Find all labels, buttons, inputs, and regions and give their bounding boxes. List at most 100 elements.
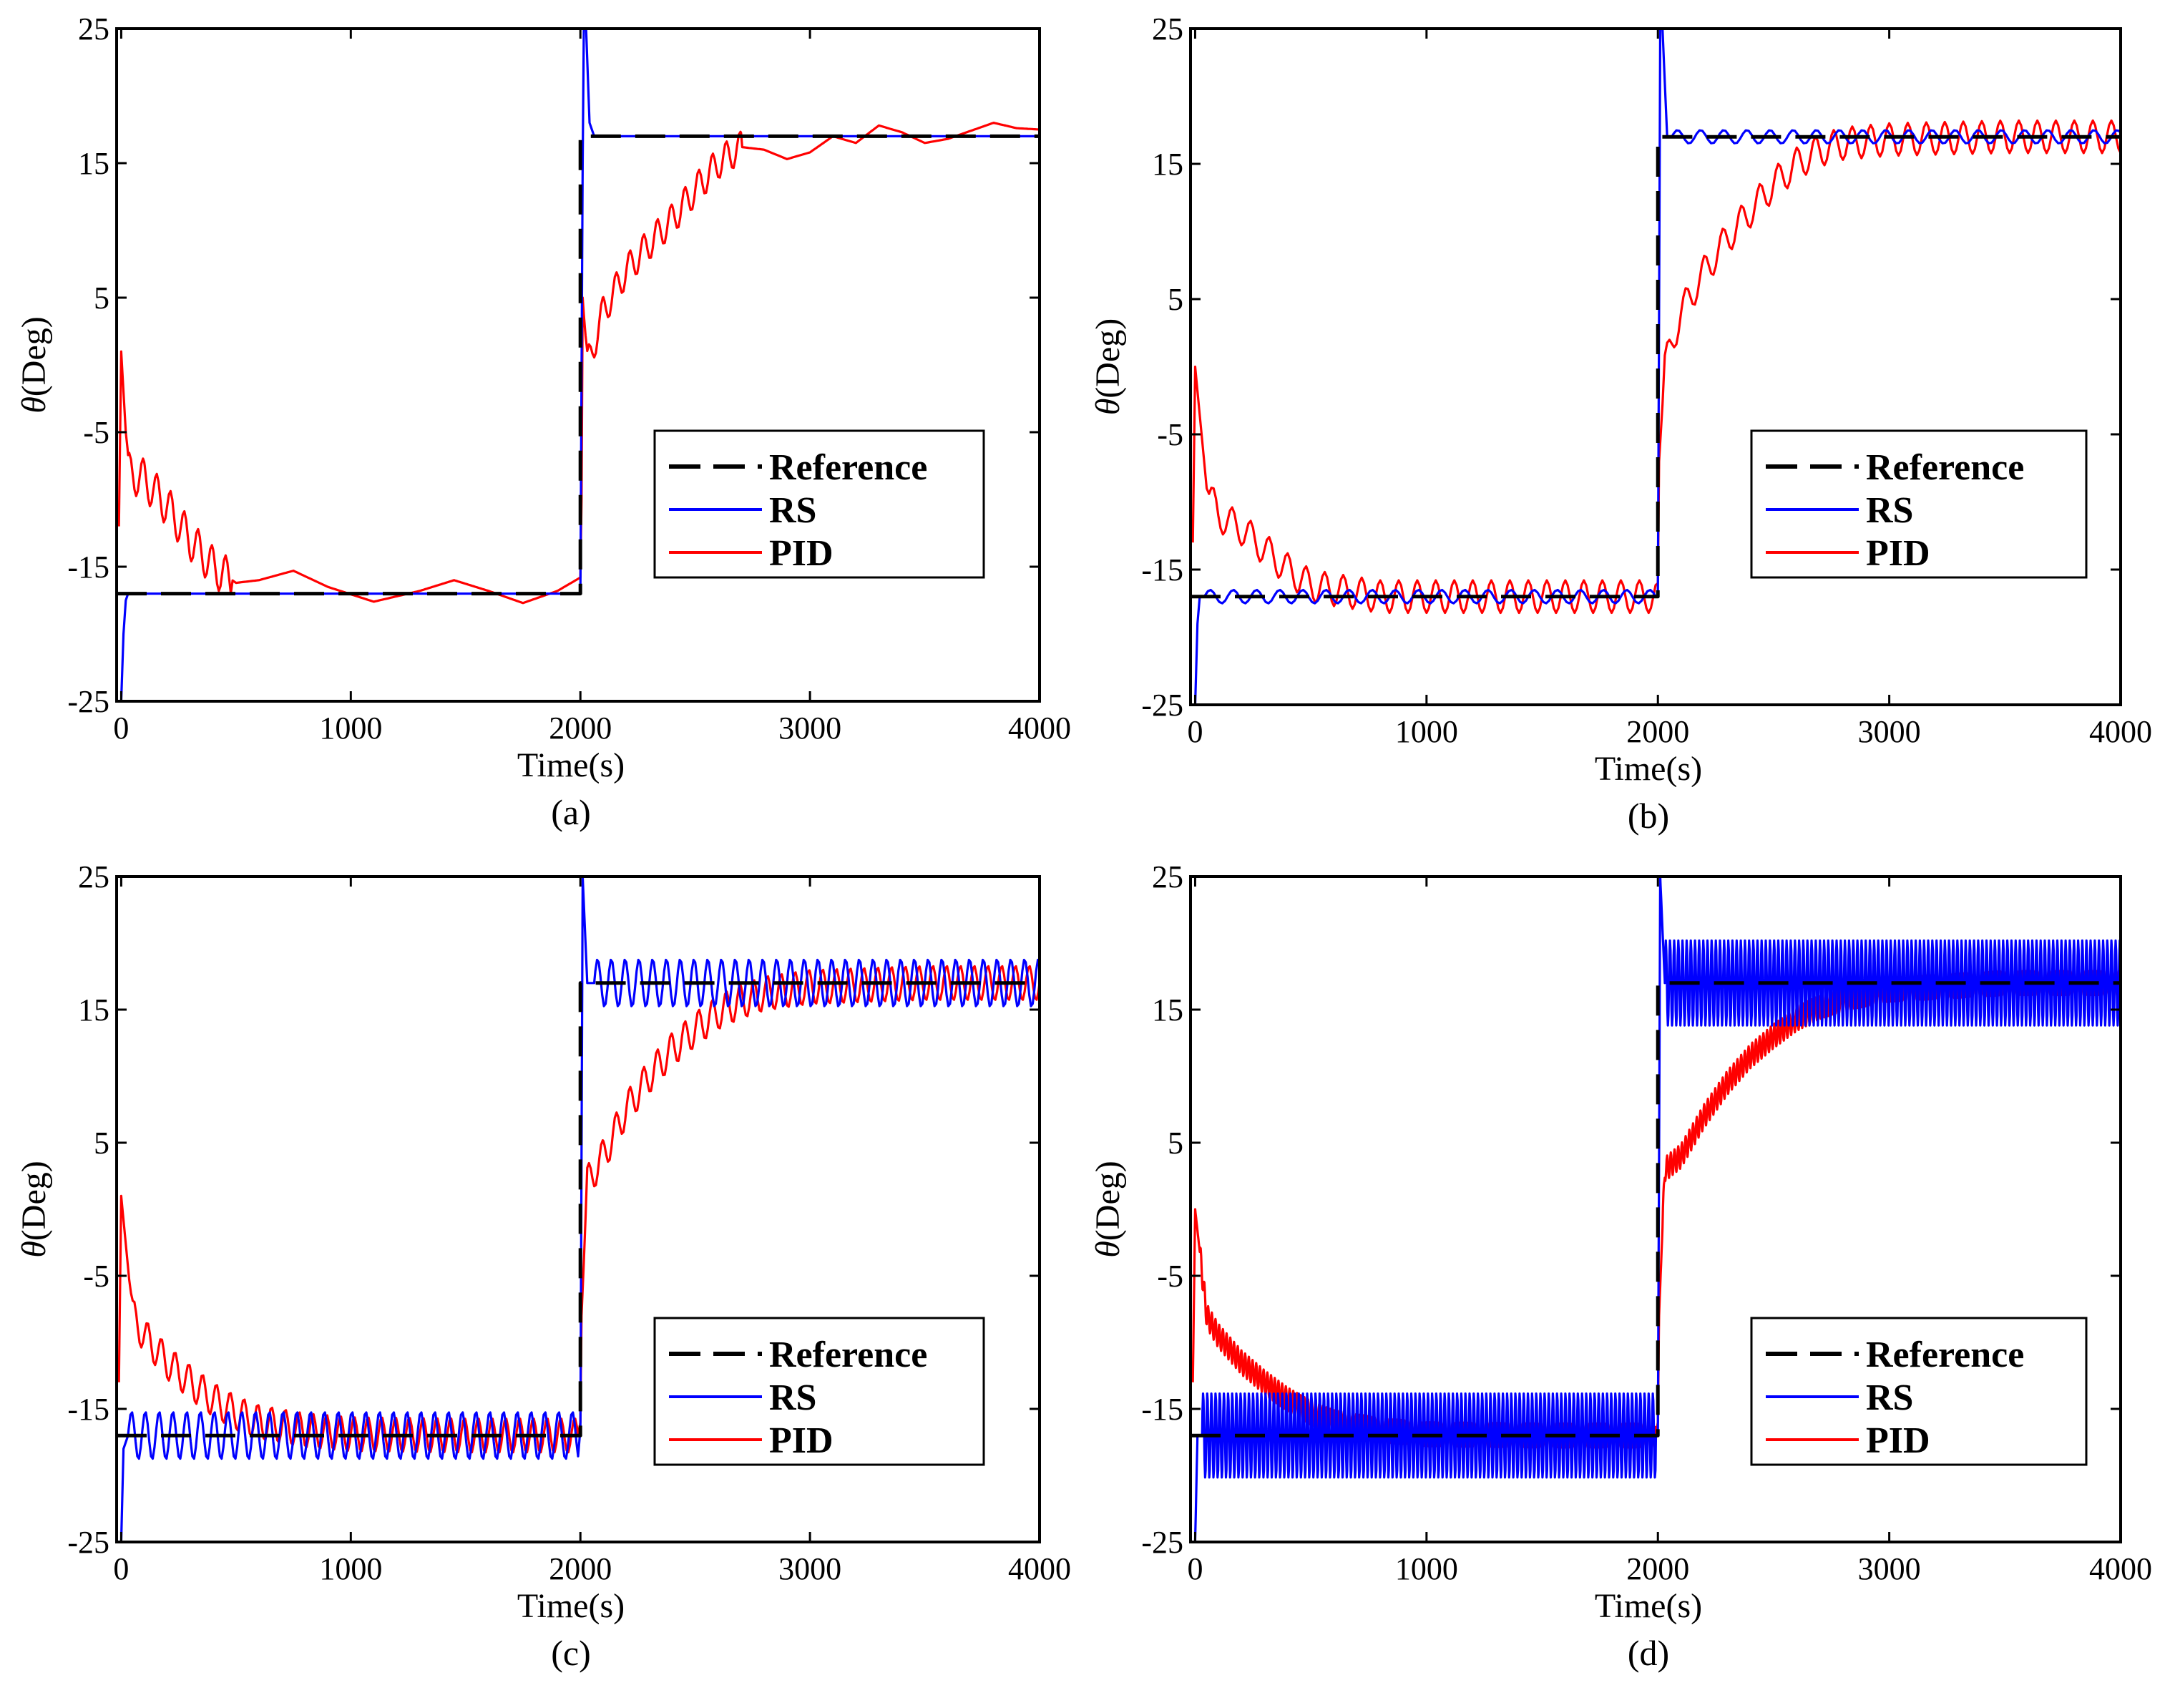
series-group — [1191, 877, 2121, 1542]
y-axis-symbol: θ — [1089, 1241, 1127, 1258]
x-tick-label: 4000 — [1008, 1551, 1071, 1586]
series-line-reference — [1191, 135, 2121, 599]
y-axis-unit: (Deg) — [1089, 1161, 1127, 1241]
x-tick-label: 0 — [113, 1551, 129, 1586]
y-tick-label: -15 — [67, 550, 109, 585]
axes-box — [1189, 875, 2122, 1543]
y-tick-label: 25 — [78, 859, 109, 894]
series-line-reference — [117, 981, 1040, 1438]
y-tick-label: -15 — [1141, 1392, 1183, 1427]
series-group — [117, 29, 1040, 701]
legend-label-pid: PID — [769, 1420, 834, 1461]
y-axis-title: θ(Deg) — [15, 316, 53, 414]
y-axis-unit: (Deg) — [15, 316, 53, 396]
y-axis-unit: (Deg) — [1089, 318, 1127, 399]
y-axis-unit: (Deg) — [15, 1161, 53, 1241]
x-tick-label: 4000 — [1008, 711, 1071, 746]
legend-label-reference: Reference — [769, 447, 927, 488]
y-axis-symbol: θ — [1089, 399, 1127, 416]
x-axis-title: Time(s) — [1595, 1587, 1702, 1625]
series-line-rs — [117, 29, 1040, 701]
legend-label-reference: Reference — [1866, 1334, 2024, 1375]
x-tick-label: 2000 — [1626, 1551, 1689, 1586]
panel-caption: (c) — [551, 1633, 591, 1673]
x-tick-label: 3000 — [778, 711, 841, 746]
legend-label-rs: RS — [769, 1377, 816, 1418]
chart-panel-d: 0 1000 2000 3000 4000 25 15 5 -5 -15 -25 Time(s) θ(D… — [1089, 859, 2152, 1673]
x-tick-label: 1000 — [319, 711, 382, 746]
y-tick-label: 5 — [94, 280, 109, 316]
panel-caption: (d) — [1628, 1633, 1669, 1673]
x-tick-label: 2000 — [549, 1551, 612, 1586]
y-tick-label: 15 — [1152, 147, 1183, 182]
axes-box — [115, 875, 1041, 1543]
y-tick-label: -25 — [67, 684, 109, 719]
y-tick-label: -25 — [67, 1525, 109, 1560]
series-line-reference — [1191, 981, 2121, 1438]
y-tick-label: -5 — [83, 415, 109, 450]
y-tick-label: 25 — [78, 11, 109, 47]
y-axis-symbol: θ — [15, 396, 53, 414]
series-line-rs — [1191, 877, 2121, 1542]
x-tick-label: 4000 — [2089, 714, 2152, 749]
chart-panel-b: 0 1000 2000 3000 4000 25 15 5 -5 -15 -25 Time(s) θ(D… — [1089, 11, 2152, 836]
series-group — [1191, 29, 2121, 705]
y-tick-label: 25 — [1152, 11, 1183, 47]
y-tick-label: 5 — [94, 1126, 109, 1161]
y-axis-title: θ(Deg) — [15, 1161, 53, 1258]
y-tick-label: -5 — [1157, 417, 1183, 452]
legend-label-pid: PID — [1866, 1420, 1930, 1461]
series-line-reference — [117, 134, 1040, 596]
y-tick-label: 15 — [1152, 992, 1183, 1028]
legend-label-rs: RS — [1866, 1377, 1913, 1418]
series-line-rs — [117, 877, 1040, 1542]
x-tick-label: 1000 — [1395, 714, 1458, 749]
y-axis-title: θ(Deg) — [1089, 318, 1127, 416]
axes-box — [115, 27, 1041, 703]
chart-panel-a: 0 1000 2000 3000 4000 25 15 5 -5 -15 -25 Time(s) θ(D… — [15, 11, 1071, 832]
x-tick-label: 0 — [1187, 1551, 1203, 1586]
y-axis-title: θ(Deg) — [1089, 1161, 1127, 1258]
x-tick-label: 1000 — [319, 1551, 382, 1586]
series-group — [117, 877, 1040, 1542]
legend-label-pid: PID — [1866, 533, 1930, 574]
y-tick-label: -15 — [67, 1392, 109, 1427]
x-axis-title: Time(s) — [1595, 750, 1702, 788]
x-axis-title: Time(s) — [517, 1587, 625, 1625]
y-tick-label: -25 — [1141, 1525, 1183, 1560]
y-tick-label: 25 — [1152, 859, 1183, 894]
x-tick-label: 3000 — [778, 1551, 841, 1586]
legend-label-rs: RS — [769, 490, 816, 531]
x-tick-label: 2000 — [549, 711, 612, 746]
y-tick-label: 5 — [1168, 1126, 1183, 1161]
plot-area — [117, 29, 1040, 701]
x-tick-label: 3000 — [1858, 714, 1921, 749]
y-tick-label: -15 — [1141, 552, 1183, 587]
y-tick-label: -25 — [1141, 688, 1183, 723]
axes-box — [1189, 27, 2122, 706]
x-tick-label: 0 — [1187, 714, 1203, 749]
y-tick-label: 15 — [78, 992, 109, 1028]
x-tick-label: 3000 — [1858, 1551, 1921, 1586]
legend-label-rs: RS — [1866, 490, 1913, 531]
y-tick-label: 15 — [78, 146, 109, 181]
y-tick-label: -5 — [1157, 1259, 1183, 1294]
legend-label-reference: Reference — [1866, 447, 2024, 488]
x-tick-label: 0 — [113, 711, 129, 746]
x-tick-label: 1000 — [1395, 1551, 1458, 1586]
legend-label-pid: PID — [769, 533, 834, 574]
y-tick-label: 5 — [1168, 282, 1183, 317]
y-tick-label: -5 — [83, 1259, 109, 1294]
x-tick-label: 2000 — [1626, 714, 1689, 749]
panel-caption: (b) — [1628, 796, 1669, 836]
x-tick-label: 4000 — [2089, 1551, 2152, 1586]
legend-label-reference: Reference — [769, 1334, 927, 1375]
plot-area — [1191, 29, 2121, 705]
x-axis-title: Time(s) — [517, 746, 625, 784]
chart-panel-c: 0 1000 2000 3000 4000 25 15 5 -5 -15 -25 Time(s) θ(D… — [15, 859, 1071, 1673]
